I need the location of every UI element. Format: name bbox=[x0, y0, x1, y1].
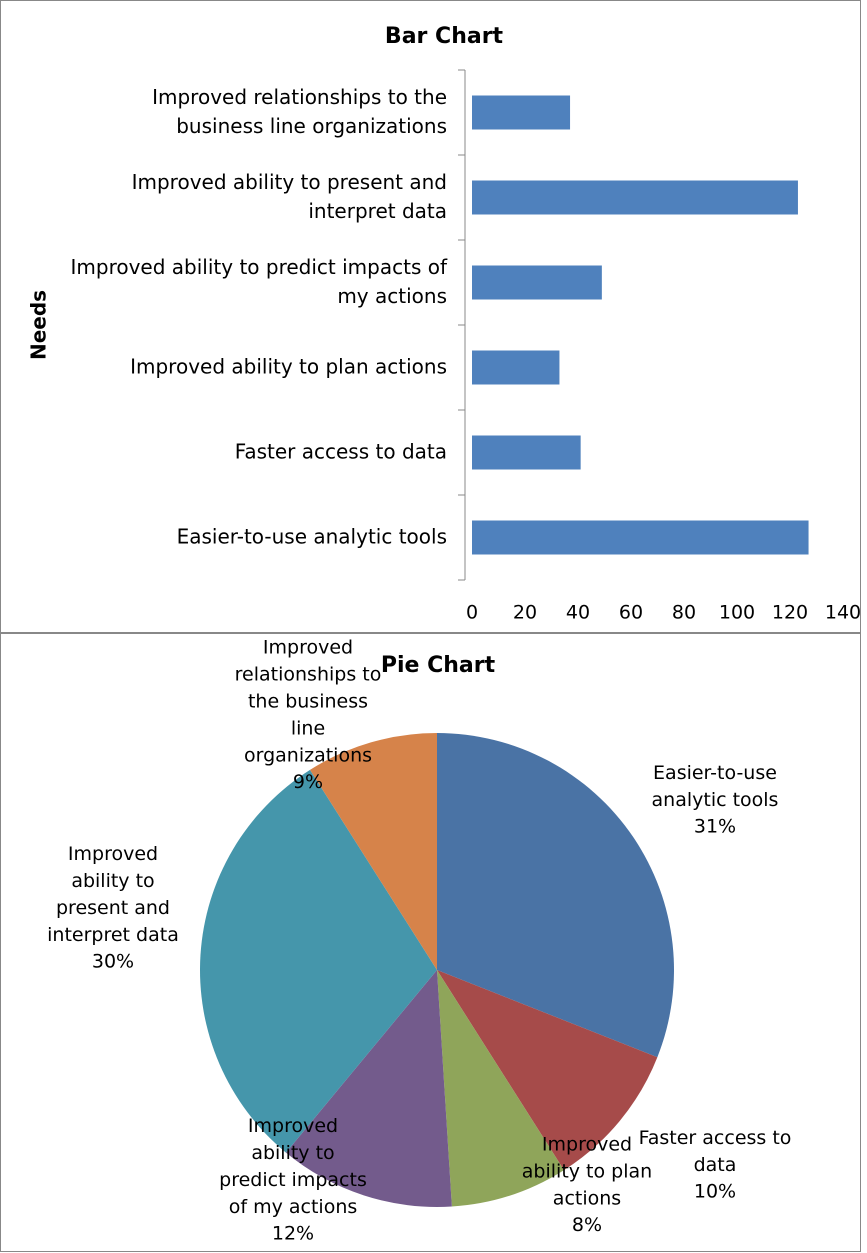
bar bbox=[472, 520, 809, 555]
slice-value-label: 31% bbox=[694, 816, 736, 838]
slice-label: Faster access to data bbox=[639, 1127, 792, 1176]
y-axis-title: Needs bbox=[27, 290, 51, 360]
bar bbox=[472, 180, 798, 215]
y-tick-label: Easier-to-use analytic tools bbox=[177, 524, 447, 548]
y-tick-label: Improved relationships to the business li… bbox=[152, 85, 447, 138]
pie-slice bbox=[199, 769, 437, 1153]
slice-label: Improved ability to present and interpret d… bbox=[47, 843, 179, 946]
slice-value-label: 12% bbox=[272, 1223, 314, 1245]
slice-value-label: 30% bbox=[92, 951, 134, 973]
bar-frame bbox=[0, 0, 861, 633]
x-tick-label: 60 bbox=[619, 602, 643, 624]
slice-label: Improved ability to predict impacts of my a… bbox=[219, 1115, 367, 1218]
bar-title: Bar Chart bbox=[385, 24, 504, 49]
slice-label: Improved relationships to the business line… bbox=[235, 636, 382, 766]
x-tick-label: 140 bbox=[825, 602, 861, 624]
x-tick-label: 120 bbox=[772, 602, 808, 624]
slice-label: Improved ability to plan actions bbox=[522, 1133, 652, 1209]
bar bbox=[472, 95, 571, 130]
x-tick-label: 20 bbox=[513, 602, 537, 624]
y-tick-label: Improved ability to present and interpret… bbox=[132, 170, 447, 223]
slice-value-label: 8% bbox=[572, 1214, 602, 1236]
y-tick-label: Improved ability to plan actions bbox=[130, 354, 447, 378]
y-tick-label: Faster access to data bbox=[235, 439, 447, 463]
pie-slice bbox=[437, 733, 674, 1058]
bar bbox=[472, 265, 602, 300]
pie-title: Pie Chart bbox=[381, 653, 496, 678]
bar bbox=[472, 435, 581, 470]
x-tick-label: 100 bbox=[719, 602, 755, 624]
pie-frame bbox=[0, 633, 861, 1252]
pie-slice bbox=[437, 970, 658, 1171]
slice-value-label: 9% bbox=[293, 771, 323, 793]
bar bbox=[472, 350, 560, 385]
slice-label: Easier-to-use analytic tools bbox=[652, 762, 779, 811]
x-tick-label: 40 bbox=[566, 602, 590, 624]
y-tick-label: Improved ability to predict impacts of my… bbox=[71, 255, 448, 308]
x-tick-label: 80 bbox=[672, 602, 696, 624]
pie-slice bbox=[285, 970, 452, 1207]
x-tick-label: 0 bbox=[466, 602, 478, 624]
slice-value-label: 10% bbox=[694, 1181, 736, 1203]
pie-slice bbox=[310, 732, 437, 970]
pie-slice bbox=[437, 970, 564, 1207]
